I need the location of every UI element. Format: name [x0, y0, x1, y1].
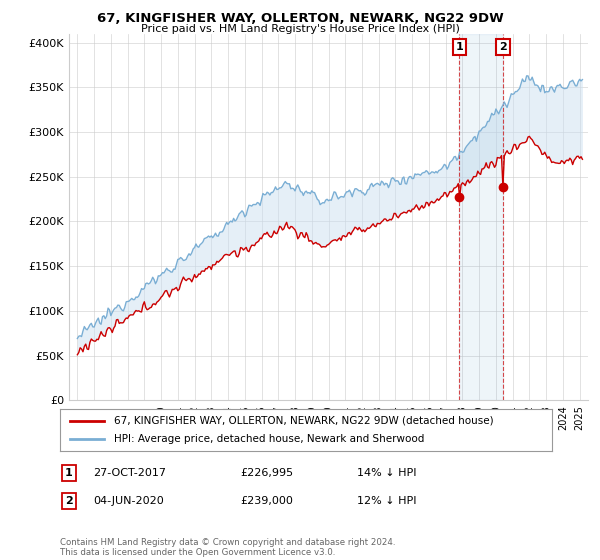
Text: 2: 2 [499, 42, 507, 52]
Text: 1: 1 [455, 42, 463, 52]
Text: £226,995: £226,995 [240, 468, 293, 478]
Text: 2: 2 [65, 496, 73, 506]
Text: 1: 1 [65, 468, 73, 478]
Text: 27-OCT-2017: 27-OCT-2017 [93, 468, 166, 478]
Text: 67, KINGFISHER WAY, OLLERTON, NEWARK, NG22 9DW: 67, KINGFISHER WAY, OLLERTON, NEWARK, NG… [97, 12, 503, 25]
Text: Price paid vs. HM Land Registry's House Price Index (HPI): Price paid vs. HM Land Registry's House … [140, 24, 460, 34]
Text: 12% ↓ HPI: 12% ↓ HPI [357, 496, 416, 506]
Text: Contains HM Land Registry data © Crown copyright and database right 2024.
This d: Contains HM Land Registry data © Crown c… [60, 538, 395, 557]
Text: 67, KINGFISHER WAY, OLLERTON, NEWARK, NG22 9DW (detached house): 67, KINGFISHER WAY, OLLERTON, NEWARK, NG… [114, 416, 494, 426]
Bar [460, 34, 503, 400]
Text: 14% ↓ HPI: 14% ↓ HPI [357, 468, 416, 478]
Text: HPI: Average price, detached house, Newark and Sherwood: HPI: Average price, detached house, Newa… [114, 434, 424, 444]
Text: 04-JUN-2020: 04-JUN-2020 [93, 496, 164, 506]
Text: £239,000: £239,000 [240, 496, 293, 506]
